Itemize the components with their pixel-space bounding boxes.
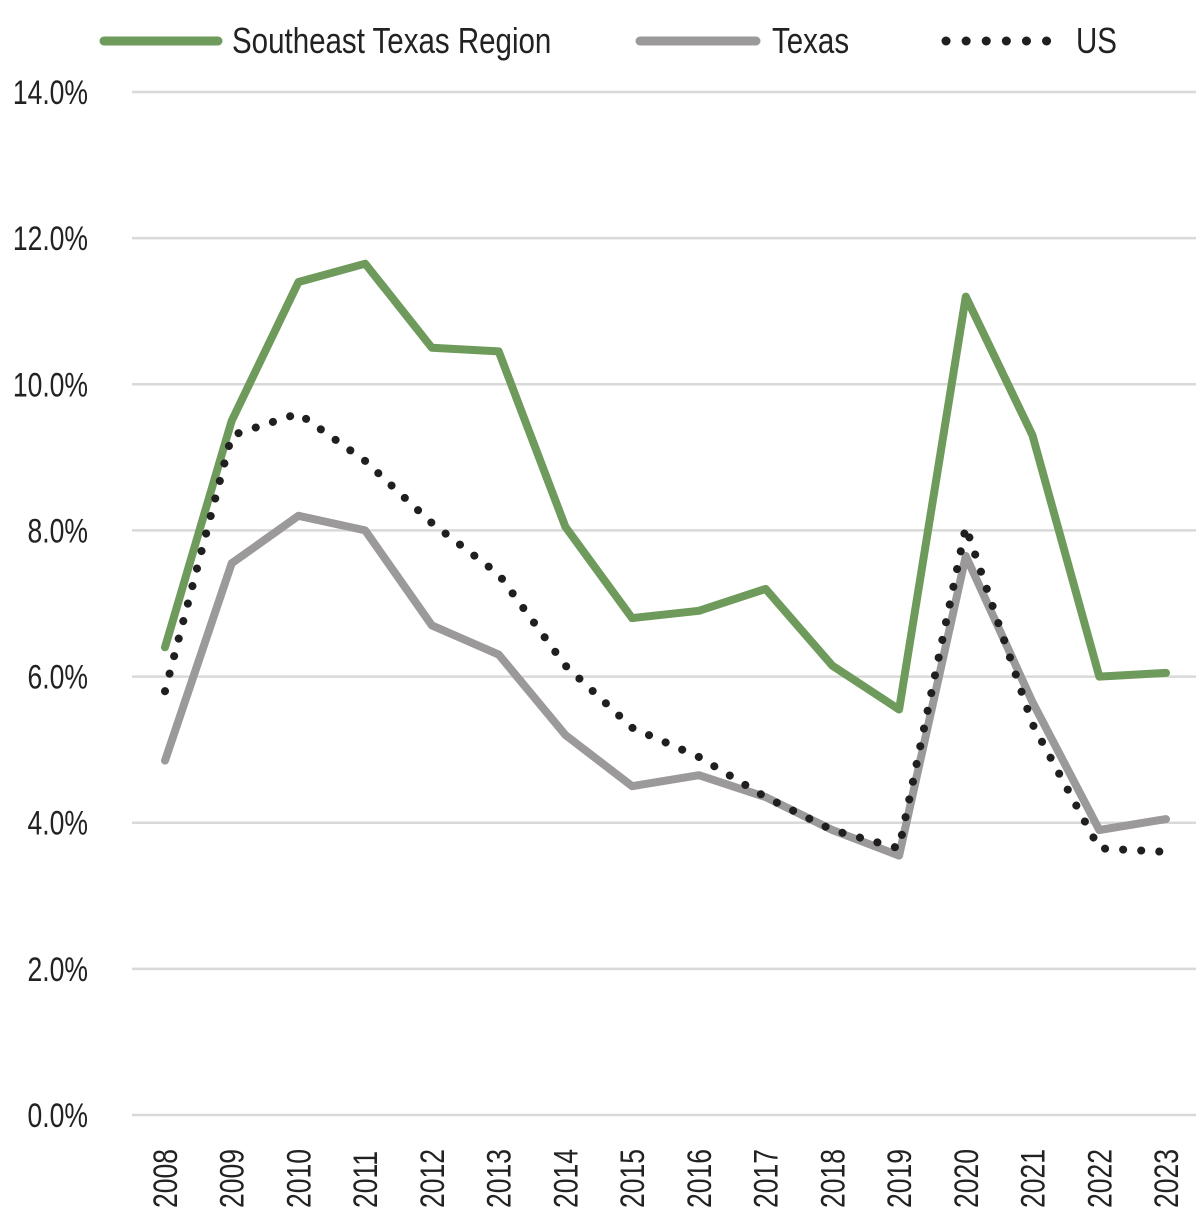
y-axis: 0.0% 2.0% 4.0% 6.0% 8.0% 10.0% 12.0% 14.0%	[13, 74, 88, 1135]
x-tick-label: 2022	[1081, 1149, 1119, 1208]
x-tick-label: 2018	[814, 1149, 852, 1208]
series-line-texas	[161, 511, 1170, 860]
x-tick-label: 2010	[280, 1149, 318, 1208]
legend-label: Texas	[772, 20, 849, 60]
legend-label: Southeast Texas Region	[232, 20, 551, 60]
x-tick-label: 2011	[347, 1151, 385, 1208]
x-tick-label: 2020	[948, 1149, 986, 1208]
y-tick-label: 12.0%	[13, 220, 88, 258]
x-tick-label: 2019	[881, 1149, 919, 1208]
x-tick-label: 2013	[481, 1149, 519, 1208]
x-tick-label: 2009	[214, 1149, 252, 1208]
y-tick-label: 8.0%	[28, 512, 88, 550]
y-tick-label: 6.0%	[28, 658, 88, 696]
series-line-southeast-texas-region	[161, 259, 1170, 714]
y-tick-label: 2.0%	[28, 951, 88, 989]
x-tick-label: 2023	[1148, 1149, 1186, 1208]
x-tick-label: 2021	[1014, 1149, 1052, 1208]
x-tick-label: 2012	[414, 1149, 452, 1208]
grid-layer	[132, 90, 1196, 1117]
x-axis: 2008 2009 2010 2011 2012 2013 2014 2015 2016 2017…	[147, 1149, 1186, 1208]
y-tick-label: 10.0%	[13, 366, 88, 404]
series-layer	[161, 259, 1170, 860]
x-tick-label: 2017	[747, 1149, 785, 1208]
x-tick-label: 2008	[147, 1149, 185, 1208]
legend: Southeast Texas Region Texas US	[99, 20, 1117, 61]
y-tick-label: 0.0%	[28, 1097, 88, 1135]
legend-label: US	[1076, 20, 1117, 60]
x-tick-label: 2015	[614, 1149, 652, 1208]
y-tick-label: 14.0%	[13, 74, 88, 112]
x-tick-label: 2014	[547, 1149, 585, 1208]
y-tick-label: 4.0%	[28, 805, 88, 843]
x-tick-label: 2016	[681, 1149, 719, 1208]
series-line-us	[161, 409, 1170, 856]
